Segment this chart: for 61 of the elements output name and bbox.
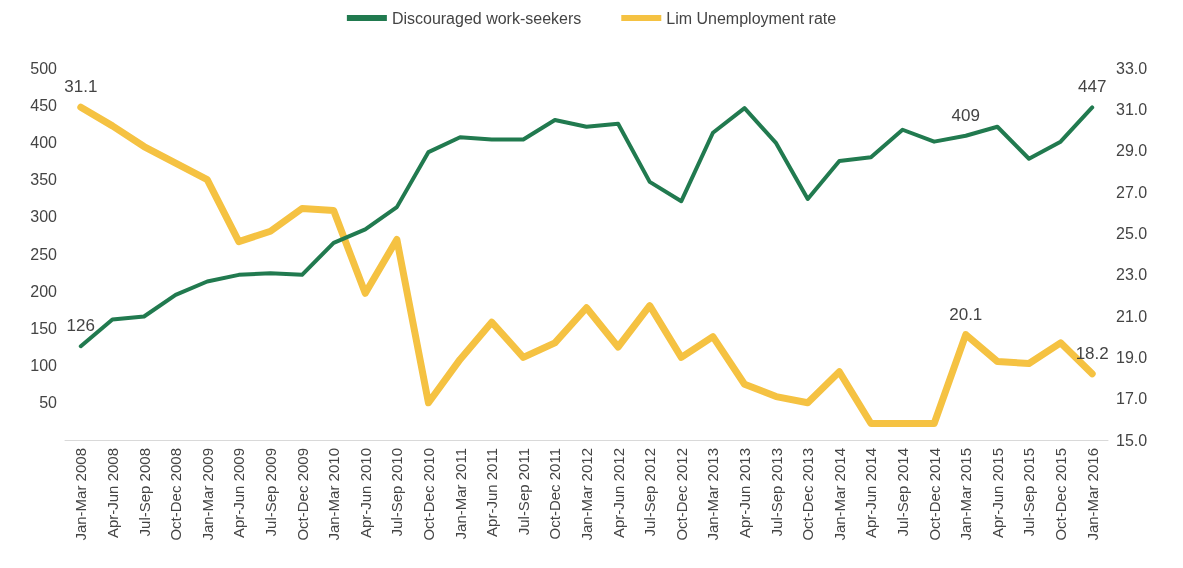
x-tick-label: Oct-Dec 2012 <box>672 448 690 541</box>
x-tick-label: Jan-Mar 2012 <box>578 448 595 541</box>
x-tick-label: Jul-Sep 2012 <box>641 448 659 537</box>
x-tick-label: Apr-Jun 2009 <box>230 448 248 539</box>
x-tick-label: Jul-Sep 2008 <box>135 448 153 537</box>
x-tick-label: Jan-Mar 2010 <box>325 448 343 541</box>
y-tick-label: 400 <box>30 133 58 151</box>
y-tick-label: 50 <box>39 394 58 412</box>
x-tick-label: Jul-Sep 2011 <box>514 448 532 536</box>
data-label: 20.1 <box>949 304 983 324</box>
data-label: 447 <box>1078 77 1107 97</box>
y2-tick-label: 17.0 <box>1116 390 1148 408</box>
y2-tick-label: 33.0 <box>1116 59 1148 77</box>
y2-tick-label: 31.0 <box>1116 100 1148 118</box>
y2-tick-label: 21.0 <box>1116 307 1148 325</box>
x-tick-label: Apr-Jun 2013 <box>736 448 754 539</box>
x-tick-label: Jul-Sep 2014 <box>894 448 912 537</box>
x-tick-label: Jan-Mar 2013 <box>704 448 722 541</box>
x-tick-label: Jan-Mar 2009 <box>198 448 216 541</box>
x-tick-label: Jul-Sep 2015 <box>1020 448 1038 537</box>
y-tick-label: 350 <box>30 171 58 189</box>
y2-tick-label: 29.0 <box>1116 142 1148 160</box>
data-label: 409 <box>951 105 980 125</box>
y-tick-label: 250 <box>30 245 58 263</box>
y2-tick-label: 15.0 <box>1116 431 1148 449</box>
data-label: 31.1 <box>64 77 98 97</box>
x-tick-label: Oct-Dec 2015 <box>1052 448 1070 541</box>
y2-tick-label: 23.0 <box>1116 266 1148 284</box>
data-label: 126 <box>66 316 95 336</box>
x-tick-label: Apr-Jun 2012 <box>609 448 627 539</box>
x-tick-label: Apr-Jun 2015 <box>988 448 1006 539</box>
y-tick-label: 150 <box>30 319 58 337</box>
y-tick-label: 450 <box>30 96 58 114</box>
x-tick-label: Jan-Mar 2015 <box>957 448 975 541</box>
x-tick-label: Oct-Dec 2010 <box>419 448 437 541</box>
x-tick-label: Jan-Mar 2014 <box>830 448 848 541</box>
x-tick-label: Oct-Dec 2011 <box>546 448 564 540</box>
y2-tick-label: 19.0 <box>1116 348 1148 366</box>
legend-label: Lim Unemployment rate <box>666 9 837 27</box>
y-tick-label: 500 <box>30 59 58 77</box>
x-tick-label: Jan-Mar 2016 <box>1083 448 1101 541</box>
x-tick-label: Apr-Jun 2011 <box>483 448 501 537</box>
x-tick-label: Oct-Dec 2008 <box>167 448 185 541</box>
x-tick-label: Jan-Mar 2011 <box>451 448 469 540</box>
y2-tick-label: 25.0 <box>1116 224 1148 242</box>
legend-label: Discouraged work-seekers <box>391 9 582 27</box>
x-tick-label: Apr-Jun 2014 <box>862 448 880 539</box>
x-tick-label: Apr-Jun 2008 <box>103 448 121 539</box>
x-tick-label: Oct-Dec 2009 <box>293 448 311 541</box>
x-tick-label: Oct-Dec 2013 <box>799 448 817 541</box>
data-label: 18.2 <box>1075 343 1109 363</box>
x-tick-label: Jul-Sep 2013 <box>767 448 785 537</box>
y-tick-label: 300 <box>30 208 58 226</box>
x-tick-label: Jan-Mar 2008 <box>72 448 90 541</box>
x-tick-label: Apr-Jun 2010 <box>356 448 374 539</box>
x-tick-label: Jul-Sep 2009 <box>261 448 279 537</box>
x-tick-label: Oct-Dec 2014 <box>925 448 943 541</box>
y-tick-label: 100 <box>30 357 58 375</box>
y-tick-label: 200 <box>30 282 58 300</box>
x-tick-label: Jul-Sep 2010 <box>388 448 406 537</box>
y2-tick-label: 27.0 <box>1116 183 1148 201</box>
